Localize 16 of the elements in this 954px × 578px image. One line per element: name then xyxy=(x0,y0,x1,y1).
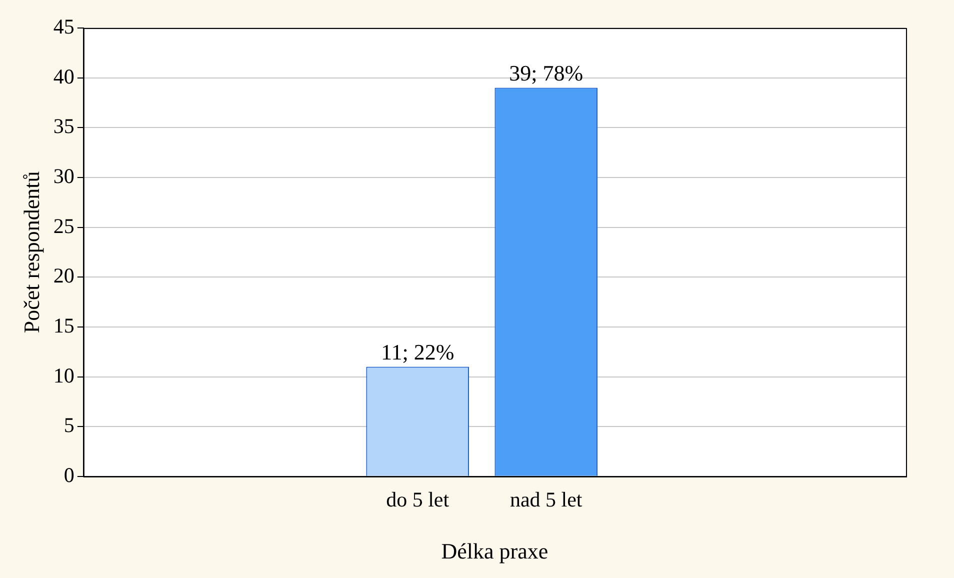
y-axis-title: Počet respondentů xyxy=(18,171,44,334)
x-tick-label: nad 5 let xyxy=(510,488,582,512)
y-tick-label: 30 xyxy=(53,164,74,188)
x-axis-title: Délka praxe xyxy=(441,538,548,564)
y-tick-label: 15 xyxy=(53,313,74,338)
y-tick-label: 25 xyxy=(53,214,74,238)
y-tick-label: 35 xyxy=(53,114,74,138)
data-label: 11; 22% xyxy=(381,340,454,365)
y-tick-label: 45 xyxy=(53,14,74,39)
y-tick-label: 10 xyxy=(53,363,74,388)
data-label: 39; 78% xyxy=(509,60,584,86)
y-tick-label: 0 xyxy=(64,462,74,487)
y-tick-label: 5 xyxy=(64,413,74,438)
y-tick-label: 40 xyxy=(53,64,74,88)
y-tick-label: 20 xyxy=(53,264,74,288)
x-tick-label: do 5 let xyxy=(386,488,450,512)
